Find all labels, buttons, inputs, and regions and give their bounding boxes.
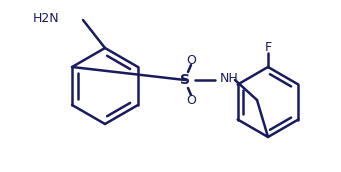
Text: F: F <box>264 40 271 53</box>
Text: H2N: H2N <box>32 12 59 24</box>
Text: S: S <box>180 73 190 87</box>
Text: O: O <box>186 53 196 67</box>
Text: NH: NH <box>220 72 239 84</box>
Text: O: O <box>186 94 196 106</box>
